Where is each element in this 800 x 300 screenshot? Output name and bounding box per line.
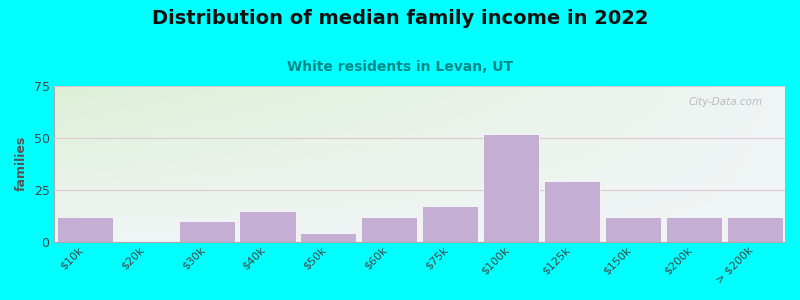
Text: Distribution of median family income in 2022: Distribution of median family income in … [152, 9, 648, 28]
Bar [544, 182, 600, 242]
Bar [178, 221, 234, 242]
Text: City-Data.com: City-Data.com [689, 97, 763, 107]
Text: White residents in Levan, UT: White residents in Levan, UT [287, 60, 513, 74]
Bar [605, 217, 661, 242]
Bar [483, 134, 539, 242]
Bar [239, 211, 295, 242]
Bar [726, 217, 782, 242]
Bar [666, 217, 722, 242]
Y-axis label: families: families [15, 136, 28, 191]
Bar [362, 217, 418, 242]
Bar [300, 233, 356, 242]
Bar [57, 217, 113, 242]
Bar [422, 206, 478, 242]
